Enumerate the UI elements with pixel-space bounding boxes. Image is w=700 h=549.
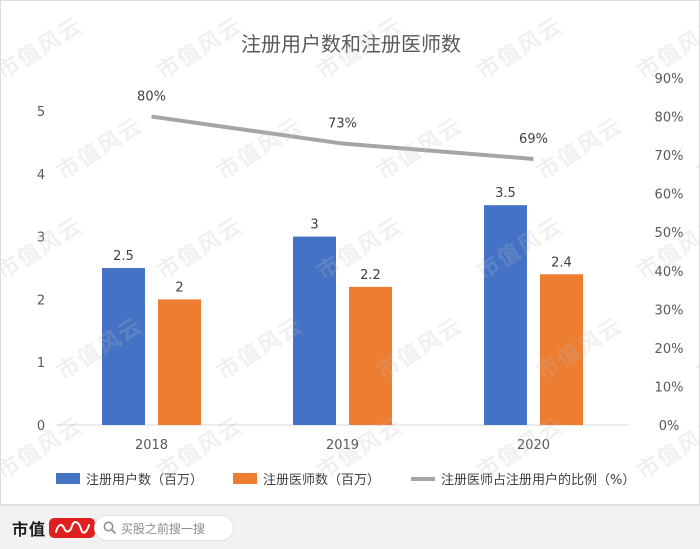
y-right-tick-label: 80% [655,111,684,126]
bar [349,286,392,425]
line-data-label: 73% [328,117,357,132]
y-right-tick-label: 60% [655,188,684,203]
brand-logo[interactable]: 市值 [12,516,96,540]
x-tick-label: 2020 [517,438,550,453]
legend-swatch [56,473,80,484]
search-input[interactable]: 买股之前搜一搜 [94,515,234,541]
y-right-tick-label: 90% [655,72,684,87]
bar [293,236,336,425]
y-right-tick-label: 0% [659,419,680,434]
bar-data-label: 2.2 [360,268,381,283]
search-icon [103,519,116,538]
y-right-tick-label: 20% [655,342,684,357]
x-tick-label: 2019 [326,438,359,453]
y-left-tick-label: 4 [37,168,45,183]
legend-swatch [233,473,257,484]
legend-label: 注册用户数（百万） [86,472,203,488]
legend-label: 注册医师数（百万） [263,473,380,488]
legend-label: 注册医师占注册用户的比例（%） [441,472,635,488]
y-right-tick-label: 30% [655,303,684,318]
chart-title: 注册用户数和注册医师数 [241,32,461,56]
brand-name: 市值 [12,520,47,539]
y-left-tick-label: 0 [37,419,45,434]
y-left-tick-label: 3 [37,231,45,246]
y-right-tick-label: 70% [655,149,684,164]
y-left-tick-label: 1 [37,356,45,371]
chart-card: 注册用户数和注册医师数 0 1 2 3 4 5 0% 10% 20% 30% 40% 50% 60% 70%… [0,0,700,505]
bar-data-label: 2.4 [551,255,572,270]
search-placeholder: 买股之前搜一搜 [121,521,206,536]
bar [484,205,527,425]
bar-data-label: 3 [310,218,318,233]
bar-data-label: 2 [175,280,183,295]
y-left-tick-label: 5 [37,105,45,120]
bar [540,274,583,425]
y-right-tick-label: 50% [655,226,684,241]
chart: 注册用户数和注册医师数0123450%10%20%30%40%50%60%70%… [37,32,684,488]
ratio-line [151,114,534,161]
bar [158,299,201,425]
x-tick-label: 2018 [135,438,168,453]
brand-logo-icon [49,518,96,538]
bar-data-label: 2.5 [113,249,134,264]
bar-data-label: 3.5 [495,186,516,201]
bar [102,268,145,425]
y-left-tick-label: 2 [37,293,45,308]
y-right-tick-label: 10% [655,380,684,395]
line-data-label: 69% [519,132,548,147]
footer-bar: 市值 买股之前搜一搜 [0,505,700,549]
y-right-tick-label: 40% [655,265,684,280]
line-data-label: 80% [137,90,166,105]
